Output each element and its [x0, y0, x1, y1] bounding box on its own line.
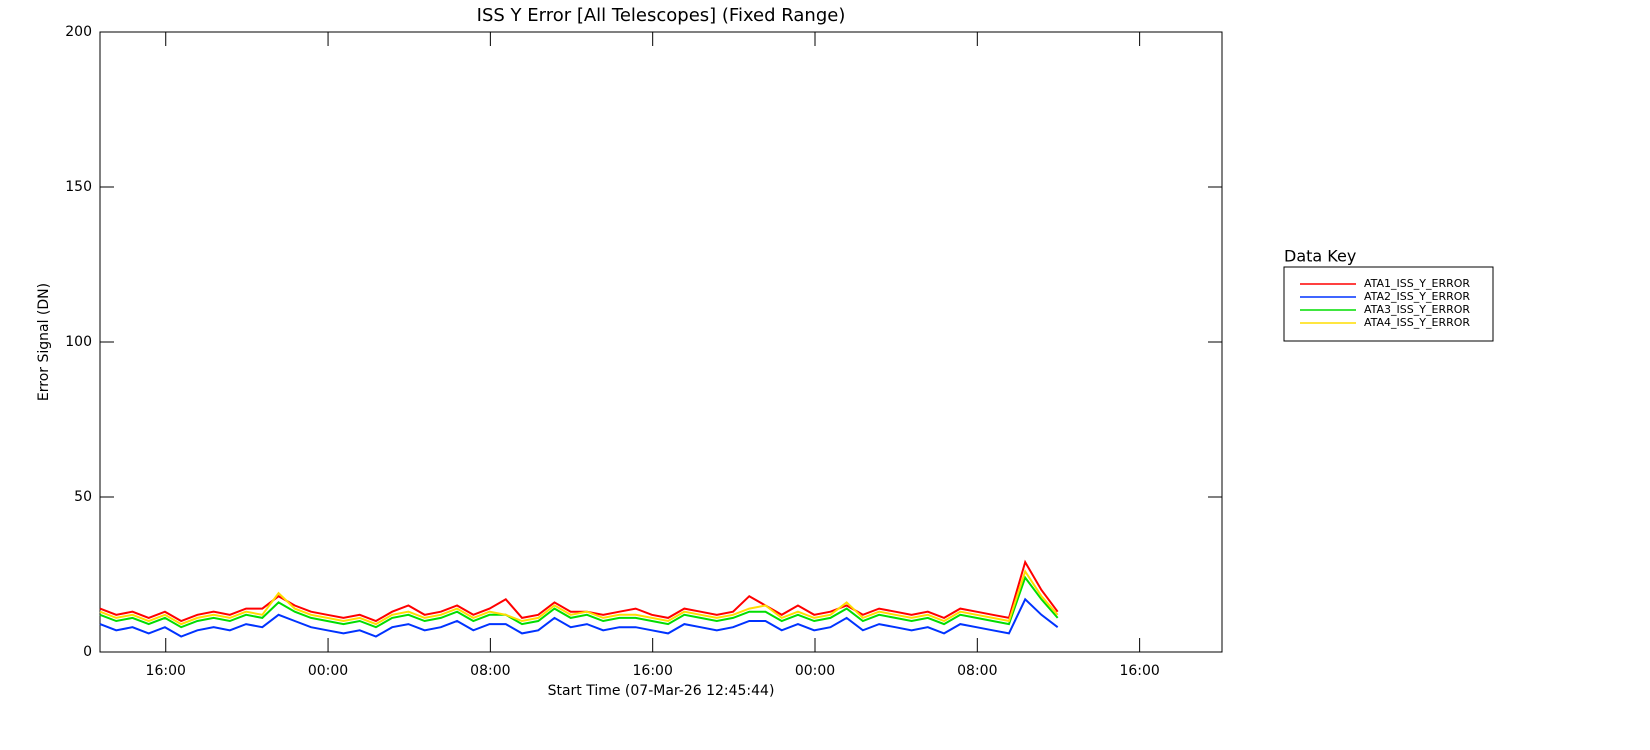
x-tick-label: 00:00 [795, 663, 835, 679]
y-axis-title: Error Signal (DN) [36, 283, 52, 401]
x-tick-label: 16:00 [1119, 663, 1159, 679]
x-tick-label: 08:00 [957, 663, 997, 679]
y-tick-label: 50 [74, 489, 92, 505]
chart-title: ISS Y Error [All Telescopes] (Fixed Rang… [477, 5, 846, 26]
legend-title: Data Key [1284, 247, 1356, 266]
y-tick-label: 200 [65, 24, 92, 40]
y-tick-label: 100 [65, 334, 92, 350]
plot-frame [99, 31, 1223, 653]
y-tick-label: 150 [65, 179, 92, 195]
series-line [99, 559, 1059, 623]
series-line [99, 569, 1059, 626]
x-tick-label: 00:00 [308, 663, 348, 679]
series-line [99, 597, 1059, 638]
x-tick-label: 08:00 [470, 663, 510, 679]
legend-box [1283, 266, 1494, 342]
legend-label: ATA1_ISS_Y_ERROR [1364, 277, 1470, 290]
x-tick-label: 16:00 [633, 663, 673, 679]
legend-label: ATA4_ISS_Y_ERROR [1364, 316, 1470, 329]
y-tick-label: 0 [83, 644, 92, 660]
series-line [99, 575, 1059, 629]
x-axis-title: Start Time (07-Mar-26 12:45:44) [548, 683, 775, 699]
legend-label: ATA2_ISS_Y_ERROR [1364, 290, 1470, 303]
x-tick-label: 16:00 [146, 663, 186, 679]
legend-label: ATA3_ISS_Y_ERROR [1364, 303, 1470, 316]
